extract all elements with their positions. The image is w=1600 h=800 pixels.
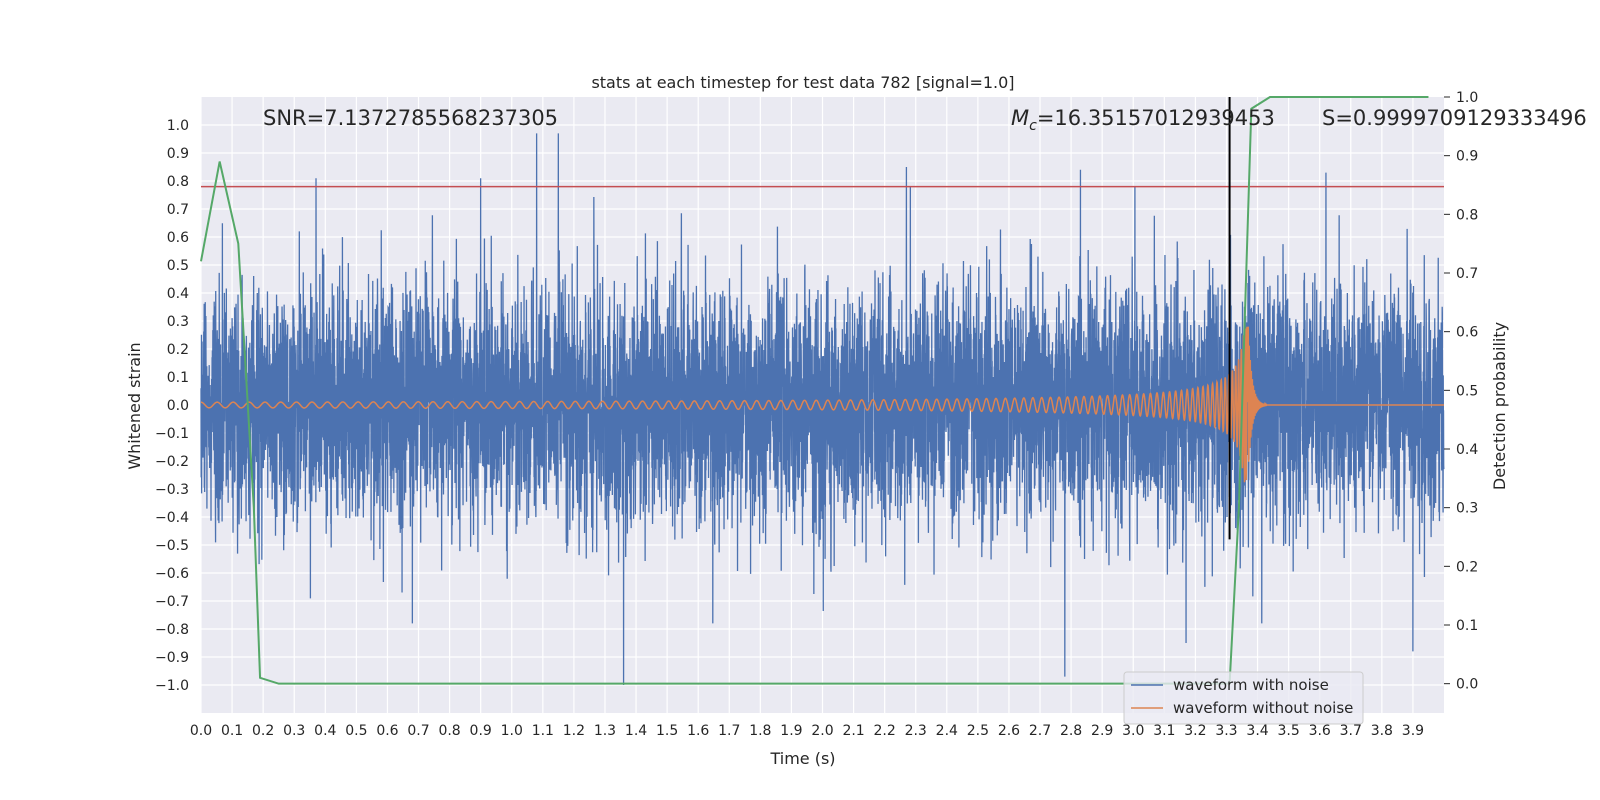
x-tick-label: 0.9 (470, 723, 492, 739)
chirp-mass-annotation: Mc=16.35157012939453 (1011, 106, 1275, 134)
x-tick-label: 3.4 (1246, 723, 1268, 739)
x-tick-label: 0.7 (407, 723, 429, 739)
y2-tick-label: 0.7 (1456, 266, 1478, 282)
y-axis-label: Whitened strain (125, 342, 144, 469)
y-tick-label: 0.8 (167, 174, 189, 190)
legend-label-noise: waveform with noise (1173, 676, 1329, 694)
x-tick-label: 2.9 (1091, 723, 1113, 739)
x-tick-label: 2.5 (967, 723, 989, 739)
legend-box (1123, 671, 1364, 725)
snr-annotation: SNR=7.1372785568237305 (263, 106, 558, 130)
y-tick-label: 0.1 (167, 370, 189, 386)
y-tick-label: −0.9 (155, 650, 189, 666)
x-tick-label: 1.0 (501, 723, 523, 739)
x-tick-label: 1.4 (625, 723, 647, 739)
chirp-mass-subscript: c (1029, 118, 1037, 134)
x-tick-label: 2.1 (842, 723, 864, 739)
y-tick-label: 0.5 (167, 258, 189, 274)
x-tick-label: 3.2 (1184, 723, 1206, 739)
chirp-mass-value: =16.35157012939453 (1037, 106, 1275, 130)
x-tick-label: 0.1 (221, 723, 243, 739)
y2-tick-label: 0.9 (1456, 149, 1478, 165)
y-tick-label: −0.2 (155, 454, 189, 470)
y-tick-label: 0.4 (167, 286, 189, 302)
y2-tick-label: 0.6 (1456, 325, 1478, 341)
x-tick-label: 1.5 (656, 723, 678, 739)
y2-tick-label: 0.5 (1456, 383, 1478, 399)
y2-tick-label: 0.1 (1456, 618, 1478, 634)
x-tick-label: 2.6 (998, 723, 1020, 739)
y-tick-label: 0.2 (167, 342, 189, 358)
noise-waveform-line (200, 133, 1445, 686)
x-tick-label: 0.0 (190, 723, 212, 739)
x-axis-ticks: 0.0 0.1 0.2 0.3 0.4 0.5 0.6 0.7 0.8 0.9 1.0 1.1 1.2 1… (190, 723, 1424, 739)
x-tick-label: 2.7 (1029, 723, 1051, 739)
y-tick-label: −1.0 (155, 678, 189, 694)
y-tick-label: −0.6 (155, 566, 189, 582)
detection-score-annotation: S=0.9999709129333496 (1322, 106, 1587, 130)
y-tick-label: −0.3 (155, 482, 189, 498)
x-tick-label: 3.8 (1371, 723, 1393, 739)
x-tick-label: 3.3 (1215, 723, 1237, 739)
x-axis-label: Time (s) (769, 749, 835, 768)
y-tick-label: 0.0 (167, 398, 189, 414)
x-tick-label: 2.0 (811, 723, 833, 739)
x-tick-label: 1.8 (749, 723, 771, 739)
detection-probability-line (200, 96, 1429, 685)
x-tick-label: 3.5 (1277, 723, 1299, 739)
y-tick-label: −0.5 (155, 538, 189, 554)
x-tick-label: 0.4 (314, 723, 336, 739)
y2-tick-label: 0.0 (1456, 677, 1478, 693)
x-tick-label: 0.8 (438, 723, 460, 739)
y-tick-label: 1.0 (167, 118, 189, 134)
y-tick-label: 0.7 (167, 202, 189, 218)
x-tick-label: 3.1 (1153, 723, 1175, 739)
y-tick-label: −0.8 (155, 622, 189, 638)
x-tick-label: 3.0 (1122, 723, 1144, 739)
x-tick-label: 0.5 (345, 723, 367, 739)
x-tick-label: 1.7 (718, 723, 740, 739)
chart-title: stats at each timestep for test data 782… (591, 73, 1014, 92)
x-tick-label: 3.7 (1340, 723, 1362, 739)
x-tick-label: 1.1 (532, 723, 554, 739)
chirp-mass-symbol: M (1011, 106, 1029, 130)
series-waveform-with-noise (200, 133, 1445, 686)
x-tick-label: 0.2 (252, 723, 274, 739)
y2-tick-label: 0.4 (1456, 442, 1478, 458)
clean-waveform-line (200, 326, 1444, 483)
x-tick-label: 1.3 (594, 723, 616, 739)
y-tick-label: −0.7 (155, 594, 189, 610)
reference-lines (201, 97, 1444, 540)
x-tick-label: 2.8 (1060, 723, 1082, 739)
y2-tick-label: 0.3 (1456, 501, 1478, 517)
legend-label-chirp: waveform without noise (1173, 699, 1353, 717)
x-tick-label: 3.9 (1402, 723, 1424, 739)
x-tick-label: 0.6 (376, 723, 398, 739)
x-tick-label: 2.4 (936, 723, 958, 739)
x-tick-label: 1.6 (687, 723, 709, 739)
y-tick-label: 0.6 (167, 230, 189, 246)
x-tick-label: 3.6 (1309, 723, 1331, 739)
y2-tick-label: 1.0 (1456, 90, 1478, 106)
y2-axis-label: Detection probability (1490, 322, 1509, 490)
y2-axis-ticks: 1.0 0.9 0.8 0.7 0.6 0.5 0.4 0.3 0.2 0.1 0.0 (1444, 90, 1478, 693)
y-tick-label: −0.1 (155, 426, 189, 442)
y2-tick-label: 0.8 (1456, 207, 1478, 223)
y-tick-label: 0.9 (167, 146, 189, 162)
x-tick-label: 1.2 (563, 723, 585, 739)
legend: waveform with noise waveform without noi… (1123, 671, 1364, 725)
x-tick-label: 0.3 (283, 723, 305, 739)
x-tick-label: 2.3 (905, 723, 927, 739)
y2-tick-label: 0.2 (1456, 559, 1478, 575)
series-waveform-without-noise (200, 326, 1444, 483)
series-detection-probability (200, 96, 1429, 685)
x-tick-label: 1.9 (780, 723, 802, 739)
y-axis-ticks: 1.0 0.9 0.8 0.7 0.6 0.5 0.4 0.3 0.2 0.1 0.0 −0.1 −0.… (155, 118, 189, 694)
y-tick-label: −0.4 (155, 510, 189, 526)
y-tick-label: 0.3 (167, 314, 189, 330)
x-tick-label: 2.2 (874, 723, 896, 739)
